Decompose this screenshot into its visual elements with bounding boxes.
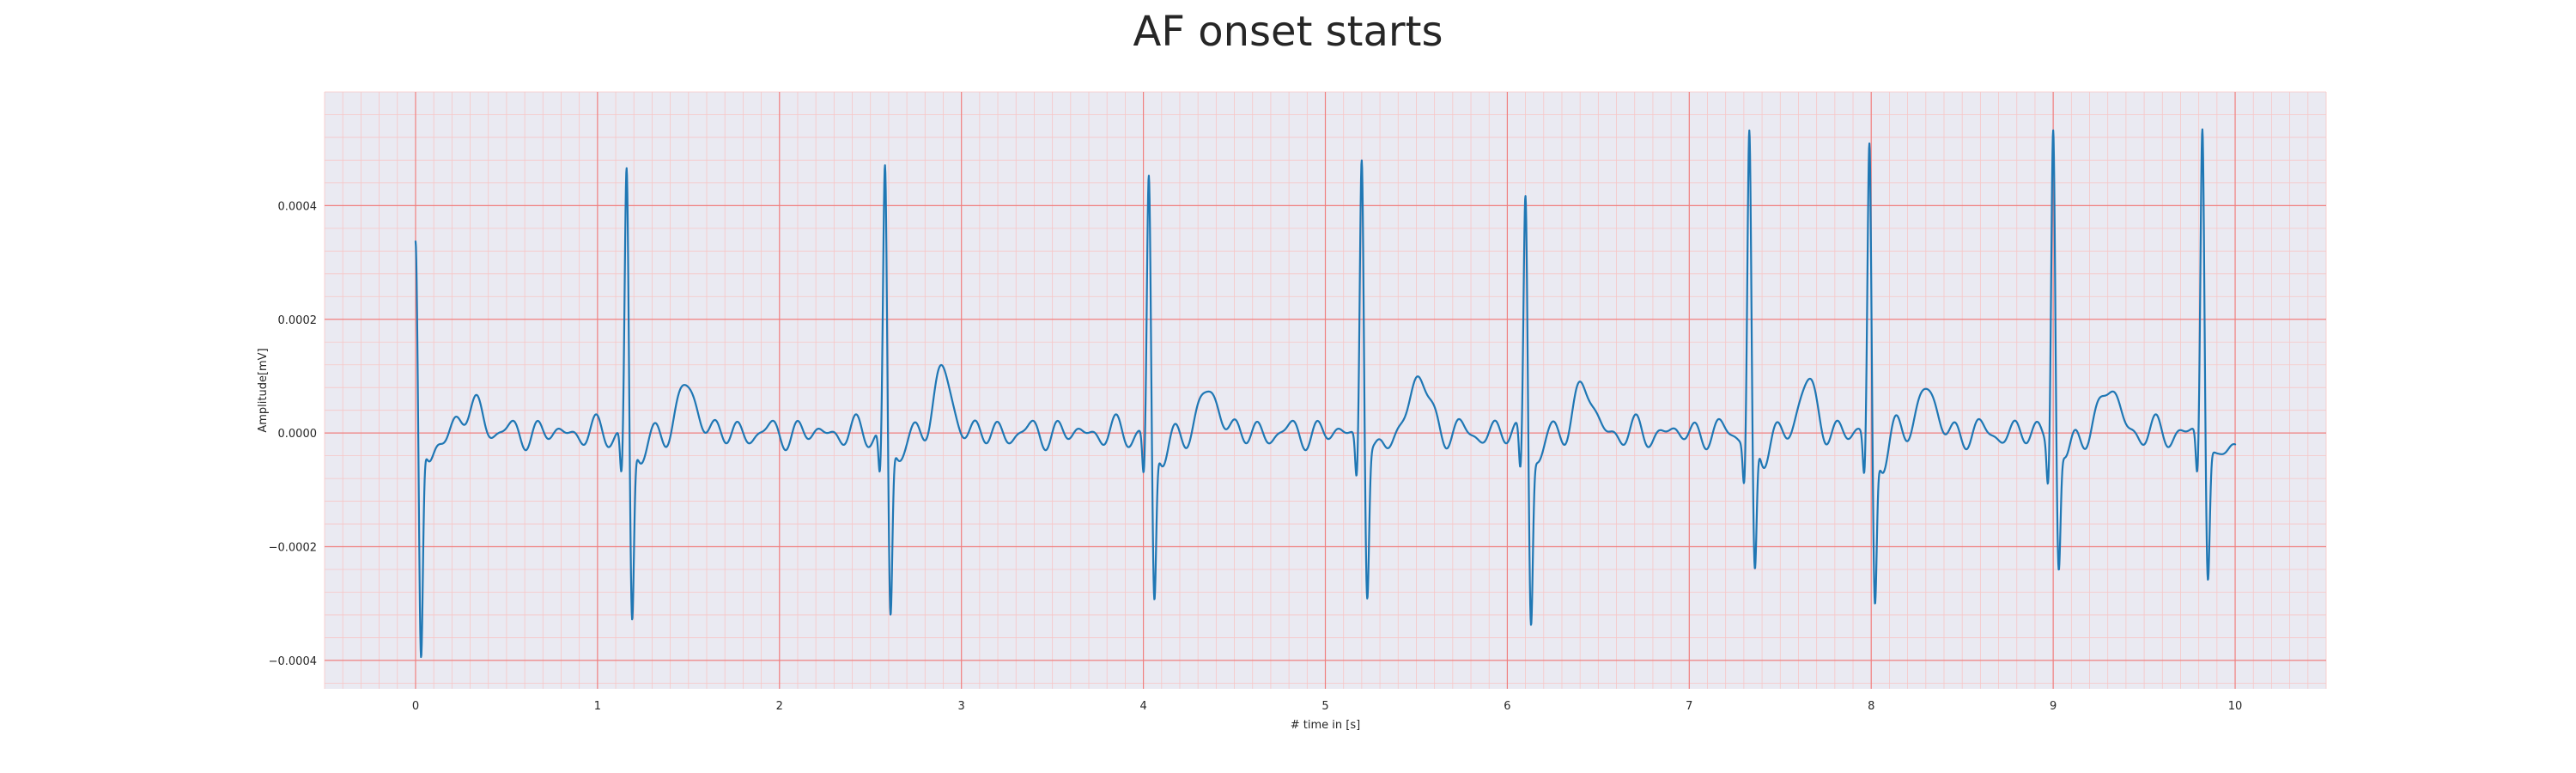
x-tick-label: 8 (1868, 700, 1874, 713)
x-tick-label: 10 (2228, 700, 2243, 713)
x-tick-label: 4 (1139, 700, 1146, 713)
y-tick-label: 0.0002 (278, 314, 318, 327)
y-axis-label: Amplitude[mV] (257, 348, 270, 432)
x-tick-label: 6 (1504, 700, 1510, 713)
x-tick-label: 0 (412, 700, 419, 713)
x-tick-label: 9 (2050, 700, 2057, 713)
x-tick-label: 7 (1686, 700, 1692, 713)
x-tick-label: 2 (776, 700, 783, 713)
chart-title: AF onset starts (1133, 8, 1443, 56)
x-tick-label: 1 (594, 700, 601, 713)
y-axis-ticks: 0.0004 0.0002 0.0000 −0.0002 −0.0004 (269, 200, 317, 668)
y-tick-label: −0.0002 (269, 542, 317, 555)
y-tick-label: −0.0004 (269, 655, 317, 668)
x-axis-label: # time in [s] (1291, 719, 1360, 732)
ecg-signal-line (414, 128, 2237, 659)
y-tick-label: 0.0004 (278, 200, 318, 213)
x-tick-label: 3 (958, 700, 965, 713)
x-axis-ticks: 0 1 2 3 4 5 6 7 8 9 10 (412, 700, 2243, 713)
y-tick-label: 0.0000 (278, 428, 318, 441)
x-tick-label: 5 (1321, 700, 1328, 713)
